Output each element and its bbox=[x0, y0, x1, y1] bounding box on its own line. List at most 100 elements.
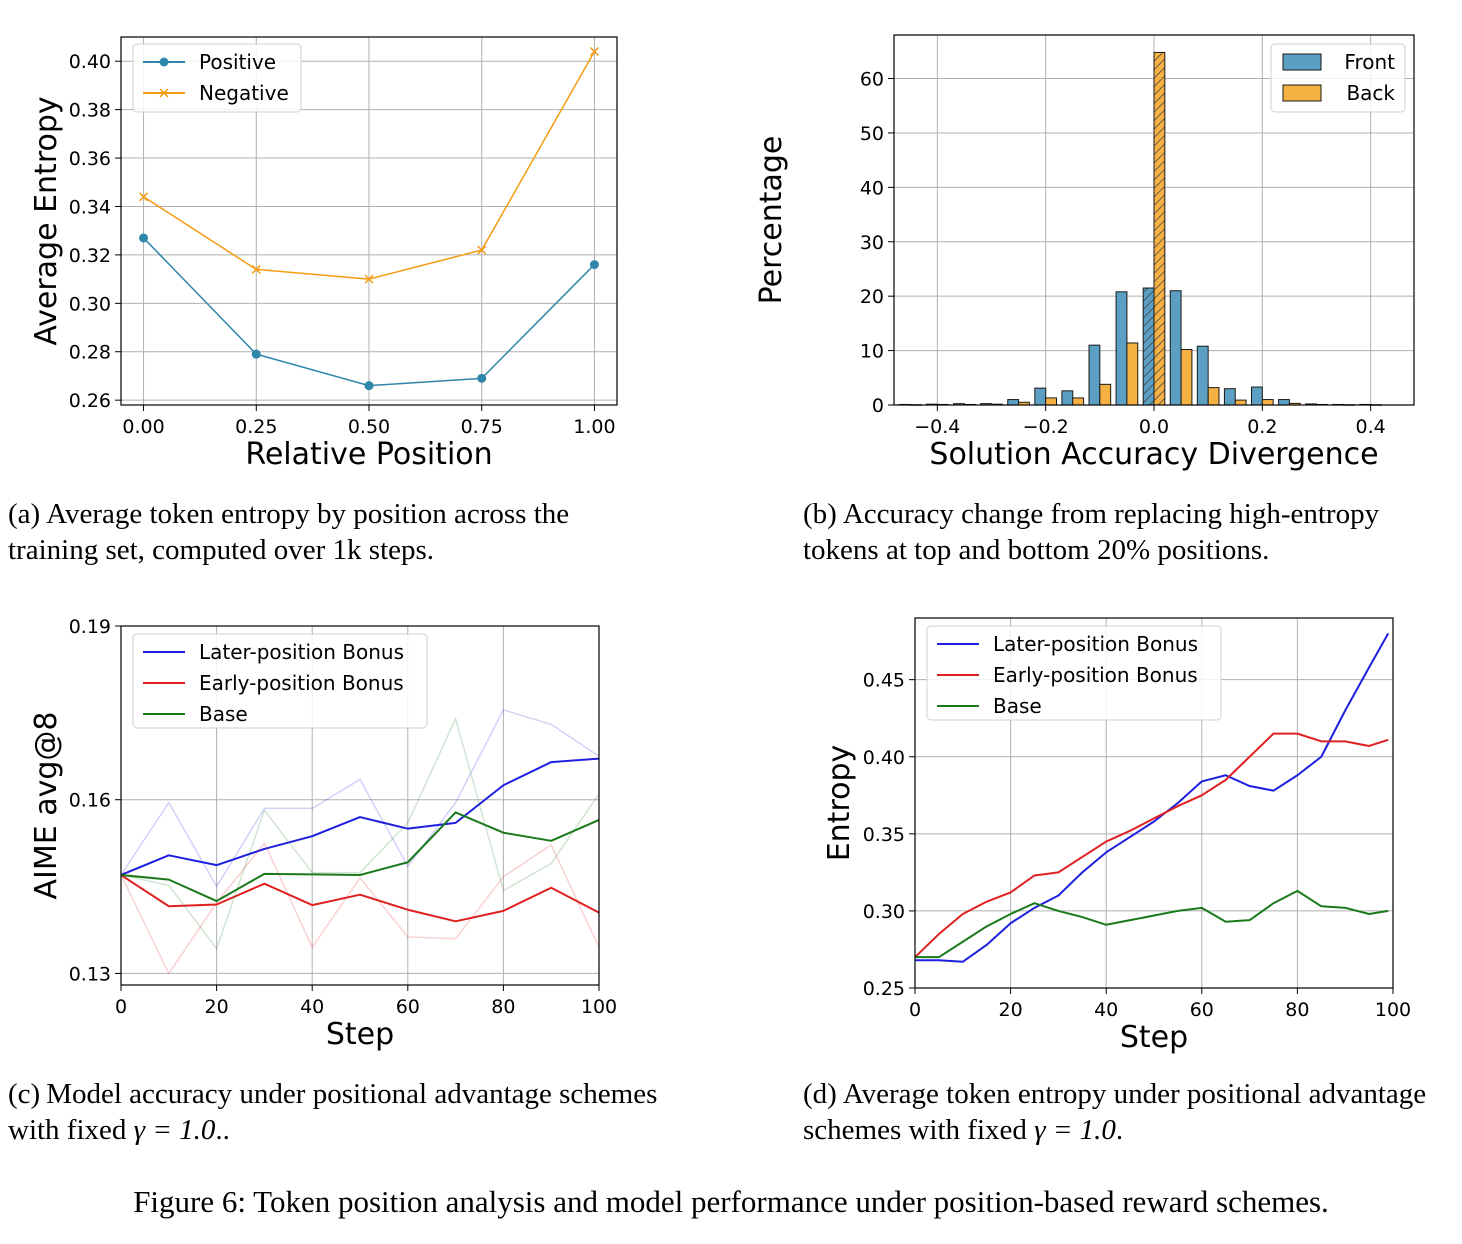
caption-a-text: Average token entropy by position across… bbox=[8, 498, 570, 566]
bar-front bbox=[1142, 287, 1155, 406]
data-point bbox=[589, 260, 599, 270]
bar-back bbox=[1153, 51, 1166, 406]
legend-label: Early-position Bonus bbox=[993, 663, 1198, 687]
figure-caption: Figure 6: Token position analysis and mo… bbox=[133, 1184, 1329, 1219]
data-point bbox=[364, 381, 374, 391]
bar-front bbox=[1223, 388, 1236, 406]
y-tick-label: 30 bbox=[860, 232, 884, 254]
caption-c-gamma: γ = 1.0 bbox=[133, 1114, 216, 1146]
y-tick-label: 40 bbox=[860, 177, 884, 199]
legend-swatch bbox=[1282, 84, 1322, 102]
bar-back bbox=[1234, 399, 1247, 406]
y-tick-label: 60 bbox=[860, 69, 884, 91]
legend-label: Positive bbox=[199, 50, 276, 74]
legend-label: Later-position Bonus bbox=[993, 632, 1198, 656]
bar-front bbox=[1278, 399, 1290, 406]
series-line bbox=[120, 874, 600, 923]
caption-b: (b) Accuracy change from replacing high-e… bbox=[803, 496, 1453, 568]
y-tick-label: 10 bbox=[860, 341, 884, 363]
bar-front bbox=[1196, 345, 1209, 406]
x-tick-label: 0.25 bbox=[235, 416, 277, 438]
x-tick-label: 40 bbox=[300, 996, 324, 1018]
x-tick-label: 20 bbox=[999, 999, 1023, 1021]
y-tick-label: 0.30 bbox=[69, 293, 111, 315]
bar-front bbox=[1034, 387, 1047, 406]
x-tick-label: 0.2 bbox=[1247, 416, 1277, 438]
bar-back bbox=[1045, 397, 1057, 406]
bar-back bbox=[1207, 387, 1220, 406]
y-tick-label: 0.13 bbox=[69, 963, 111, 985]
plot-frame bbox=[120, 625, 600, 986]
y-tick-label: 0.40 bbox=[863, 747, 905, 769]
y-tick-label: 0.38 bbox=[69, 100, 111, 122]
caption-d-text: Average token entropy under positional a… bbox=[803, 1078, 1427, 1146]
y-axis-label: Average Entropy bbox=[29, 96, 64, 345]
legend-label: Base bbox=[199, 702, 248, 726]
x-tick-label: 60 bbox=[396, 996, 420, 1018]
series-raw-line bbox=[120, 709, 600, 889]
x-tick-label: 0.75 bbox=[461, 416, 503, 438]
bar-front bbox=[1251, 386, 1263, 406]
y-tick-label: 0 bbox=[872, 395, 884, 417]
caption-d: (d) Average token entropy under positiona… bbox=[803, 1076, 1453, 1148]
caption-c-text: Model accuracy under positional advantag… bbox=[8, 1078, 658, 1146]
y-tick-label: 0.35 bbox=[863, 824, 905, 846]
x-tick-label: 1.00 bbox=[573, 416, 615, 438]
y-axis-label: AIME avg@8 bbox=[29, 711, 64, 899]
data-point bbox=[589, 46, 599, 57]
data-point bbox=[139, 192, 149, 202]
chart-b-plot: −0.4 −0.2 0.0 0.2 0.4 0 10 20 30 40 50 60 Solution A… bbox=[754, 34, 1415, 472]
chart-a: 0.00 0.25 0.50 0.75 1.00 0.26 0.28 0.30 0.32 0.34… bbox=[29, 36, 618, 472]
bar-back bbox=[1072, 397, 1085, 406]
x-tick-label: 0.4 bbox=[1356, 416, 1386, 438]
bar-back bbox=[1126, 342, 1139, 406]
x-tick-label: 40 bbox=[1094, 999, 1118, 1021]
series-line bbox=[914, 732, 1389, 958]
legend-marker bbox=[159, 57, 169, 67]
data-point bbox=[251, 264, 261, 274]
legend-marker bbox=[159, 88, 169, 98]
y-tick-label: 0.40 bbox=[69, 51, 111, 73]
caption-c: (c) Model accuracy under positional advan… bbox=[8, 1076, 658, 1148]
x-tick-label: 80 bbox=[491, 996, 515, 1018]
series-line bbox=[120, 811, 600, 903]
bar-front bbox=[1115, 291, 1128, 406]
bar-back bbox=[1180, 349, 1193, 406]
y-tick-label: 50 bbox=[860, 123, 884, 145]
caption-d-label: (d) bbox=[803, 1078, 837, 1110]
y-tick-label: 0.19 bbox=[69, 616, 111, 638]
plot-frame bbox=[893, 34, 1415, 406]
y-tick-label: 0.28 bbox=[69, 342, 111, 364]
bar-back bbox=[1099, 383, 1112, 406]
legend-label: Base bbox=[993, 694, 1042, 718]
caption-c-label: (c) bbox=[8, 1078, 41, 1110]
series-line bbox=[915, 632, 1390, 963]
data-point bbox=[364, 274, 374, 284]
x-axis-label: Solution Accuracy Divergence bbox=[929, 437, 1378, 472]
x-axis-label: Relative Position bbox=[245, 437, 492, 472]
x-tick-label: 0.00 bbox=[122, 416, 164, 438]
y-tick-label: 0.32 bbox=[69, 245, 111, 267]
y-tick-label: 0.16 bbox=[69, 790, 111, 812]
caption-b-label: (b) bbox=[803, 498, 837, 530]
bar-front bbox=[1169, 290, 1182, 406]
x-axis-label: Step bbox=[1120, 1020, 1188, 1055]
data-point bbox=[139, 233, 149, 243]
y-tick-label: 0.34 bbox=[69, 196, 111, 218]
y-tick-label: 0.36 bbox=[69, 148, 111, 170]
x-tick-label: 80 bbox=[1285, 999, 1309, 1021]
series-raw-line bbox=[120, 716, 600, 951]
caption-a: (a) Average token entropy by position acr… bbox=[8, 496, 658, 568]
chart-c-plot: 0 20 40 60 80 100 0.13 0.16 0.19 Step AIME avg@8 La… bbox=[29, 616, 617, 1052]
y-tick-label: 0.30 bbox=[863, 901, 905, 923]
x-tick-label: 0.0 bbox=[1139, 416, 1169, 438]
caption-c-end: .. bbox=[215, 1114, 230, 1146]
y-tick-label: 0.26 bbox=[69, 390, 111, 412]
y-axis-label: Percentage bbox=[754, 136, 789, 305]
bar-front bbox=[1061, 390, 1074, 406]
plot-frame bbox=[120, 36, 618, 406]
legend-label: Back bbox=[1346, 81, 1395, 105]
chart-a-plot: 0.00 0.25 0.50 0.75 1.00 0.26 0.28 0.30 0.32 0.34… bbox=[29, 36, 618, 472]
legend-box bbox=[926, 625, 1222, 721]
x-tick-label: 20 bbox=[205, 996, 229, 1018]
